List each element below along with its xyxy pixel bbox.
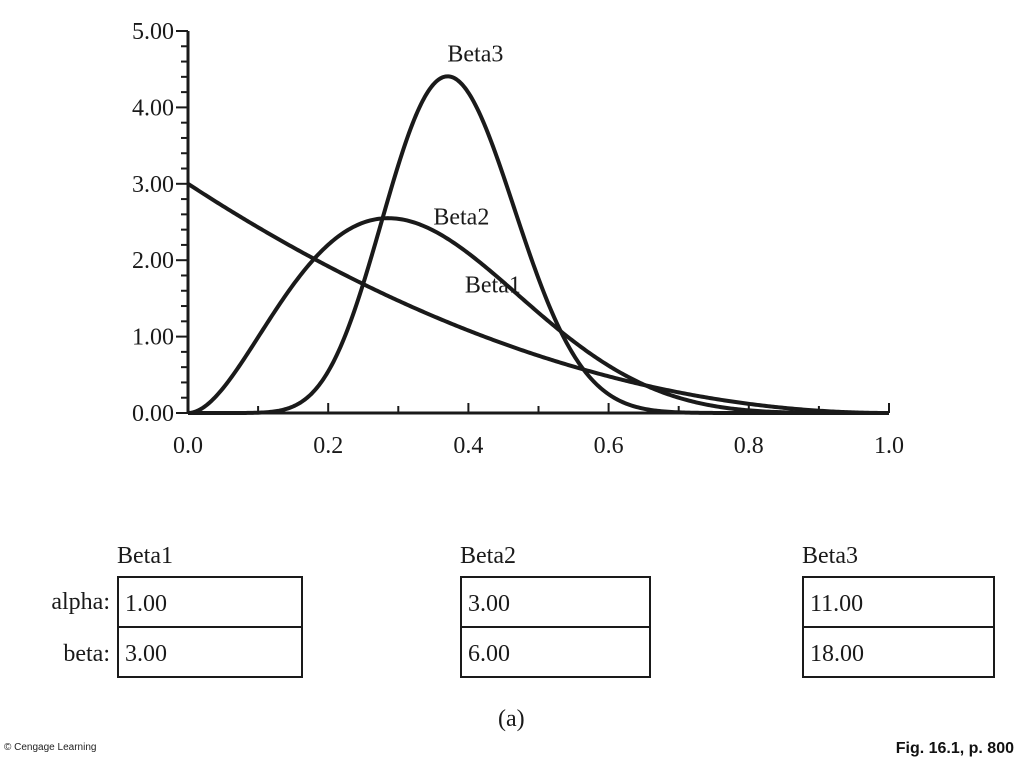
y-tick-label: 1.00	[132, 325, 174, 351]
beta-value-field: 18.00	[802, 626, 995, 678]
alpha-value-field: 11.00	[802, 576, 995, 628]
beta-value-field: 6.00	[460, 626, 651, 678]
param-group-title: Beta2	[460, 543, 516, 569]
series-label-beta1: Beta1	[465, 272, 521, 298]
x-tick-label: 0.6	[594, 433, 624, 459]
alpha-value-field: 3.00	[460, 576, 651, 628]
x-tick-label: 0.8	[734, 433, 764, 459]
series-line-beta3	[187, 74, 890, 415]
y-tick-label: 0.00	[132, 401, 174, 427]
param-group-title: Beta1	[117, 543, 173, 569]
param-group-title: Beta3	[802, 543, 858, 569]
y-tick-label: 2.00	[132, 248, 174, 274]
alpha-value-field: 1.00	[117, 576, 303, 628]
series-label-beta2: Beta2	[433, 204, 489, 230]
copyright-credit: © Cengage Learning	[4, 742, 97, 753]
y-tick-label: 4.00	[132, 95, 174, 121]
beta-value-field: 3.00	[117, 626, 303, 678]
figure-caption: (a)	[498, 706, 525, 732]
figure-reference: Fig. 16.1, p. 800	[895, 740, 1014, 757]
series-line-beta1	[186, 182, 890, 415]
x-tick-label: 1.0	[874, 433, 904, 459]
x-tick-label: 0.4	[453, 433, 483, 459]
y-tick-label: 3.00	[132, 172, 174, 198]
beta-row-label: beta:	[63, 641, 110, 667]
x-tick-label: 0.0	[173, 433, 203, 459]
x-tick-label: 0.2	[313, 433, 343, 459]
alpha-row-label: alpha:	[51, 589, 110, 615]
y-tick-label: 5.00	[132, 19, 174, 45]
series-label-beta3: Beta3	[447, 42, 503, 68]
beta-distribution-chart: 0.00 1.00 2.00 3.00 4.00 5.00 0.0 0.2 0.4 0.6 0.8 1…	[132, 19, 904, 459]
